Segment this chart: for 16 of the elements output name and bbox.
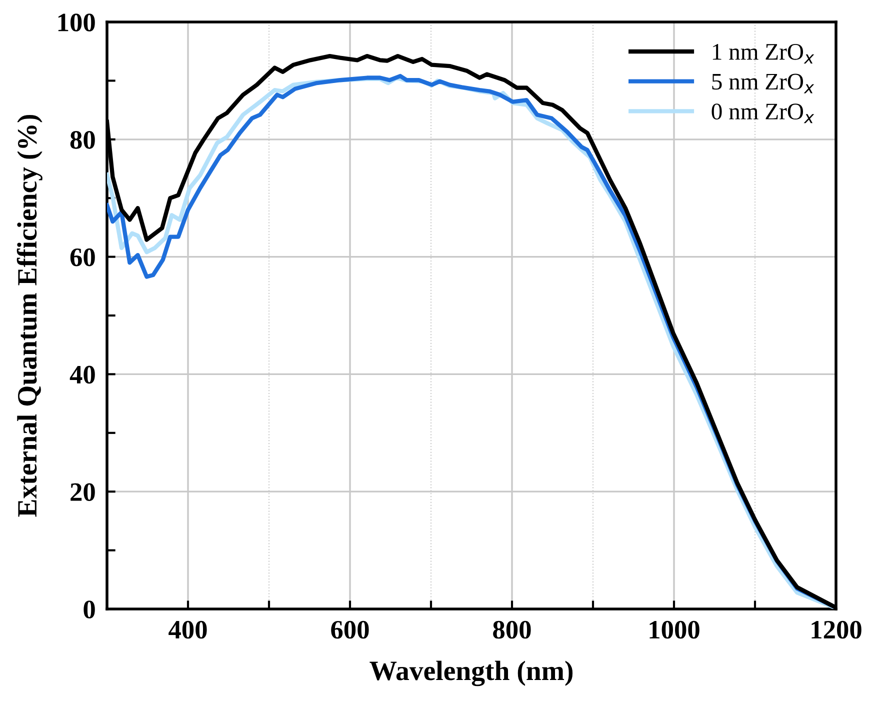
x-tick-label: 1200: [812, 620, 862, 639]
legend-label: 1 nm ZrO$_{x}$: [712, 44, 814, 64]
y-tick-label: 60: [70, 248, 95, 266]
legend-label: 5 nm ZrO$_{x}$: [712, 74, 814, 94]
x-tick-label: 800: [493, 620, 531, 639]
x-axis-title: Wavelength (nm): [370, 660, 573, 686]
x-tick-label: 400: [168, 620, 207, 639]
y-tick-label: 80: [70, 131, 95, 149]
x-tick-label: 1000: [650, 620, 700, 639]
legend-label: 0 nm ZrO$_{x}$: [712, 104, 814, 124]
y-tick-label: 20: [70, 483, 95, 502]
y-tick-label: 40: [70, 366, 95, 384]
y-axis-title: External Quantum Efficiency (%): [16, 114, 42, 517]
y-tick-label: 100: [58, 14, 95, 32]
x-tick-label: 600: [331, 620, 369, 639]
y-tick-label: 0: [84, 600, 95, 618]
